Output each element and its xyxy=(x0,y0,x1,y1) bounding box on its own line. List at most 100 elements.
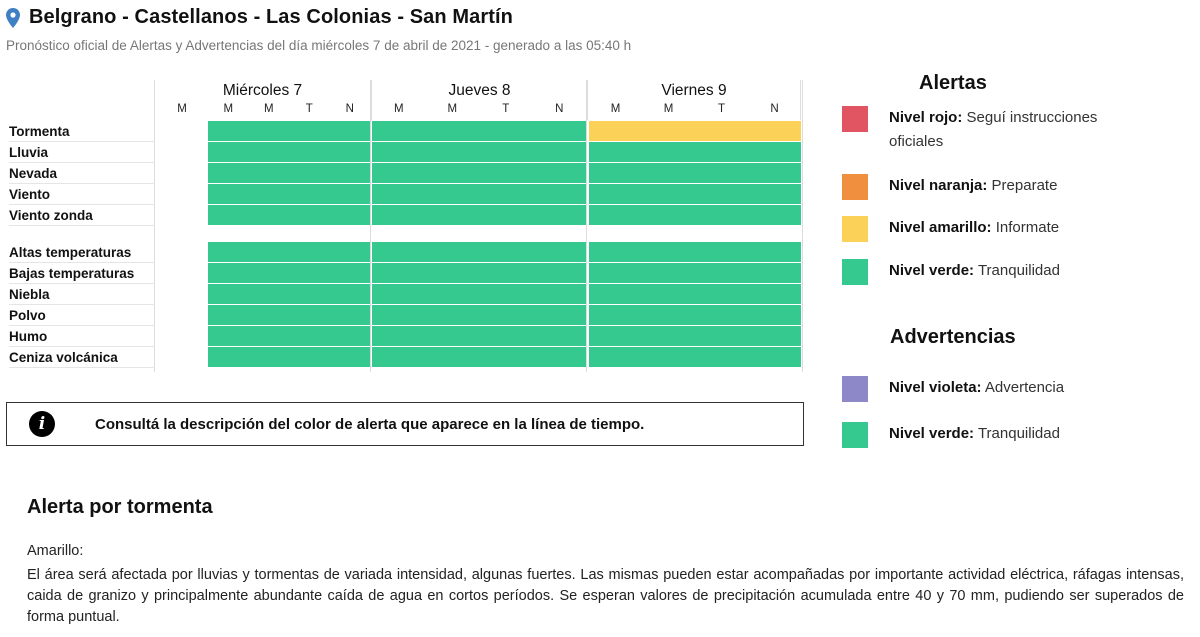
day-header: Miércoles 7 xyxy=(154,80,372,120)
legend-item: Nivel verde: Tranquilidad xyxy=(842,422,1129,448)
row-label: Niebla xyxy=(9,284,155,305)
time-tick: M xyxy=(393,103,404,115)
alert-cell-verde xyxy=(589,263,801,283)
day-name: Viernes 9 xyxy=(661,82,727,99)
alert-cell-verde xyxy=(589,305,801,325)
alert-cell-verde xyxy=(589,163,801,183)
alert-cell-verde xyxy=(372,326,586,346)
legend-text: Nivel amarillo: Informate xyxy=(889,216,1129,240)
legend-swatch xyxy=(842,259,868,285)
legend-level-desc: Tranquilidad xyxy=(977,262,1060,279)
legend-item: Nivel verde: Tranquilidad xyxy=(842,259,1129,285)
row-label: Polvo xyxy=(9,305,155,326)
alert-cell-verde xyxy=(372,284,586,304)
legend-text: Nivel rojo: Seguí instrucciones oficiale… xyxy=(889,106,1129,154)
alert-cell-verde xyxy=(372,305,586,325)
timeline-first-tick: M xyxy=(177,103,187,115)
alert-cell-verde xyxy=(372,121,586,141)
info-icon: i xyxy=(29,411,55,437)
alert-cell-verde xyxy=(208,184,370,204)
alerts-title: Alertas xyxy=(919,72,987,94)
legend-level-name: Nivel amarillo: xyxy=(889,219,992,236)
location-pin-icon xyxy=(6,7,20,28)
description-level: Amarillo: xyxy=(27,543,84,559)
legend-item: Nivel amarillo: Informate xyxy=(842,216,1129,242)
time-tick: M xyxy=(223,103,234,115)
time-tick: T xyxy=(717,103,726,115)
row-label: Humo xyxy=(9,326,155,347)
legend-level-desc: Informate xyxy=(995,219,1060,236)
alert-cell-verde xyxy=(372,142,586,162)
time-tick: T xyxy=(305,103,313,115)
time-tick: M xyxy=(663,103,674,115)
legend-swatch xyxy=(842,106,868,132)
time-tick: M xyxy=(263,103,274,115)
time-tick: N xyxy=(345,103,354,115)
alert-cell-verde xyxy=(589,326,801,346)
row-label: Viento xyxy=(9,184,155,205)
day-header: Jueves 8 xyxy=(372,80,588,120)
legend-level-desc: Tranquilidad xyxy=(977,425,1060,442)
alert-cell-verde xyxy=(589,242,801,262)
legend-item: Nivel naranja: Preparate xyxy=(842,174,1129,200)
alert-cell-verde xyxy=(208,305,370,325)
alert-cell-verde xyxy=(372,242,586,262)
legend-level-desc: Preparate xyxy=(991,177,1058,194)
legend-level-name: Nivel verde: xyxy=(889,425,975,442)
row-label: Lluvia xyxy=(9,142,155,163)
legend-item: Nivel violeta: Advertencia xyxy=(842,376,1129,402)
alert-cell-verde xyxy=(208,284,370,304)
alert-cell-verde xyxy=(372,205,586,225)
alert-cell-verde xyxy=(208,142,370,162)
alert-cell-verde xyxy=(208,347,370,367)
row-label: Altas temperaturas xyxy=(9,242,155,263)
legend-swatch xyxy=(842,174,868,200)
row-label: Ceniza volcánica xyxy=(9,347,155,368)
alert-cell-verde xyxy=(589,205,801,225)
grid-divider xyxy=(802,80,803,372)
legend-swatch xyxy=(842,422,868,448)
alert-cell-verde xyxy=(208,263,370,283)
alert-timeline: M Miércoles 7 M M T N Jueves 8 M M T N Viernes 9 M M… xyxy=(6,80,806,372)
time-tick: T xyxy=(502,103,510,115)
alert-cell-verde xyxy=(208,326,370,346)
legend-level-name: Nivel rojo: xyxy=(889,109,963,126)
legend-text: Nivel verde: Tranquilidad xyxy=(889,259,1129,283)
alert-cell-amarillo xyxy=(589,121,801,141)
alert-cell-verde xyxy=(589,142,801,162)
row-label: Bajas temperaturas xyxy=(9,263,155,284)
page-header: Belgrano - Castellanos - Las Colonias - … xyxy=(6,6,513,29)
row-label: Nevada xyxy=(9,163,155,184)
legend-swatch xyxy=(842,376,868,402)
row-label: Viento zonda xyxy=(9,205,155,226)
day-name: Miércoles 7 xyxy=(222,82,303,99)
legend-level-name: Nivel naranja: xyxy=(889,177,988,194)
legend-level-desc: Advertencia xyxy=(984,379,1065,396)
alert-cell-verde xyxy=(372,263,586,283)
alert-cell-verde xyxy=(589,347,801,367)
legend-swatch xyxy=(842,216,868,242)
grid-divider xyxy=(370,80,371,372)
page-subtitle: Pronóstico oficial de Alertas y Adverten… xyxy=(6,38,632,53)
legend-level-name: Nivel violeta: xyxy=(889,379,982,396)
alert-cell-verde xyxy=(208,205,370,225)
legend-text: Nivel naranja: Preparate xyxy=(889,174,1129,198)
alert-cell-verde xyxy=(208,121,370,141)
grid-divider xyxy=(586,80,587,372)
alert-cell-verde xyxy=(589,284,801,304)
time-tick: M xyxy=(447,103,458,115)
grid-divider xyxy=(154,80,155,372)
description-body: El área será afectada por lluvias y torm… xyxy=(27,567,1184,625)
legend-item: Nivel rojo: Seguí instrucciones oficiale… xyxy=(842,106,1129,154)
alert-cell-verde xyxy=(208,242,370,262)
alert-cell-verde xyxy=(208,163,370,183)
day-header: Viernes 9 xyxy=(588,80,801,120)
legend-level-name: Nivel verde: xyxy=(889,262,975,279)
page-title: Belgrano - Castellanos - Las Colonias - … xyxy=(29,6,513,28)
time-tick: M xyxy=(610,103,621,115)
time-tick: N xyxy=(555,103,564,115)
alert-cell-verde xyxy=(589,184,801,204)
info-box: i Consultá la descripción del color de a… xyxy=(6,402,804,446)
info-text: Consultá la descripción del color de ale… xyxy=(95,415,645,433)
description-title: Alerta por tormenta xyxy=(27,496,213,518)
